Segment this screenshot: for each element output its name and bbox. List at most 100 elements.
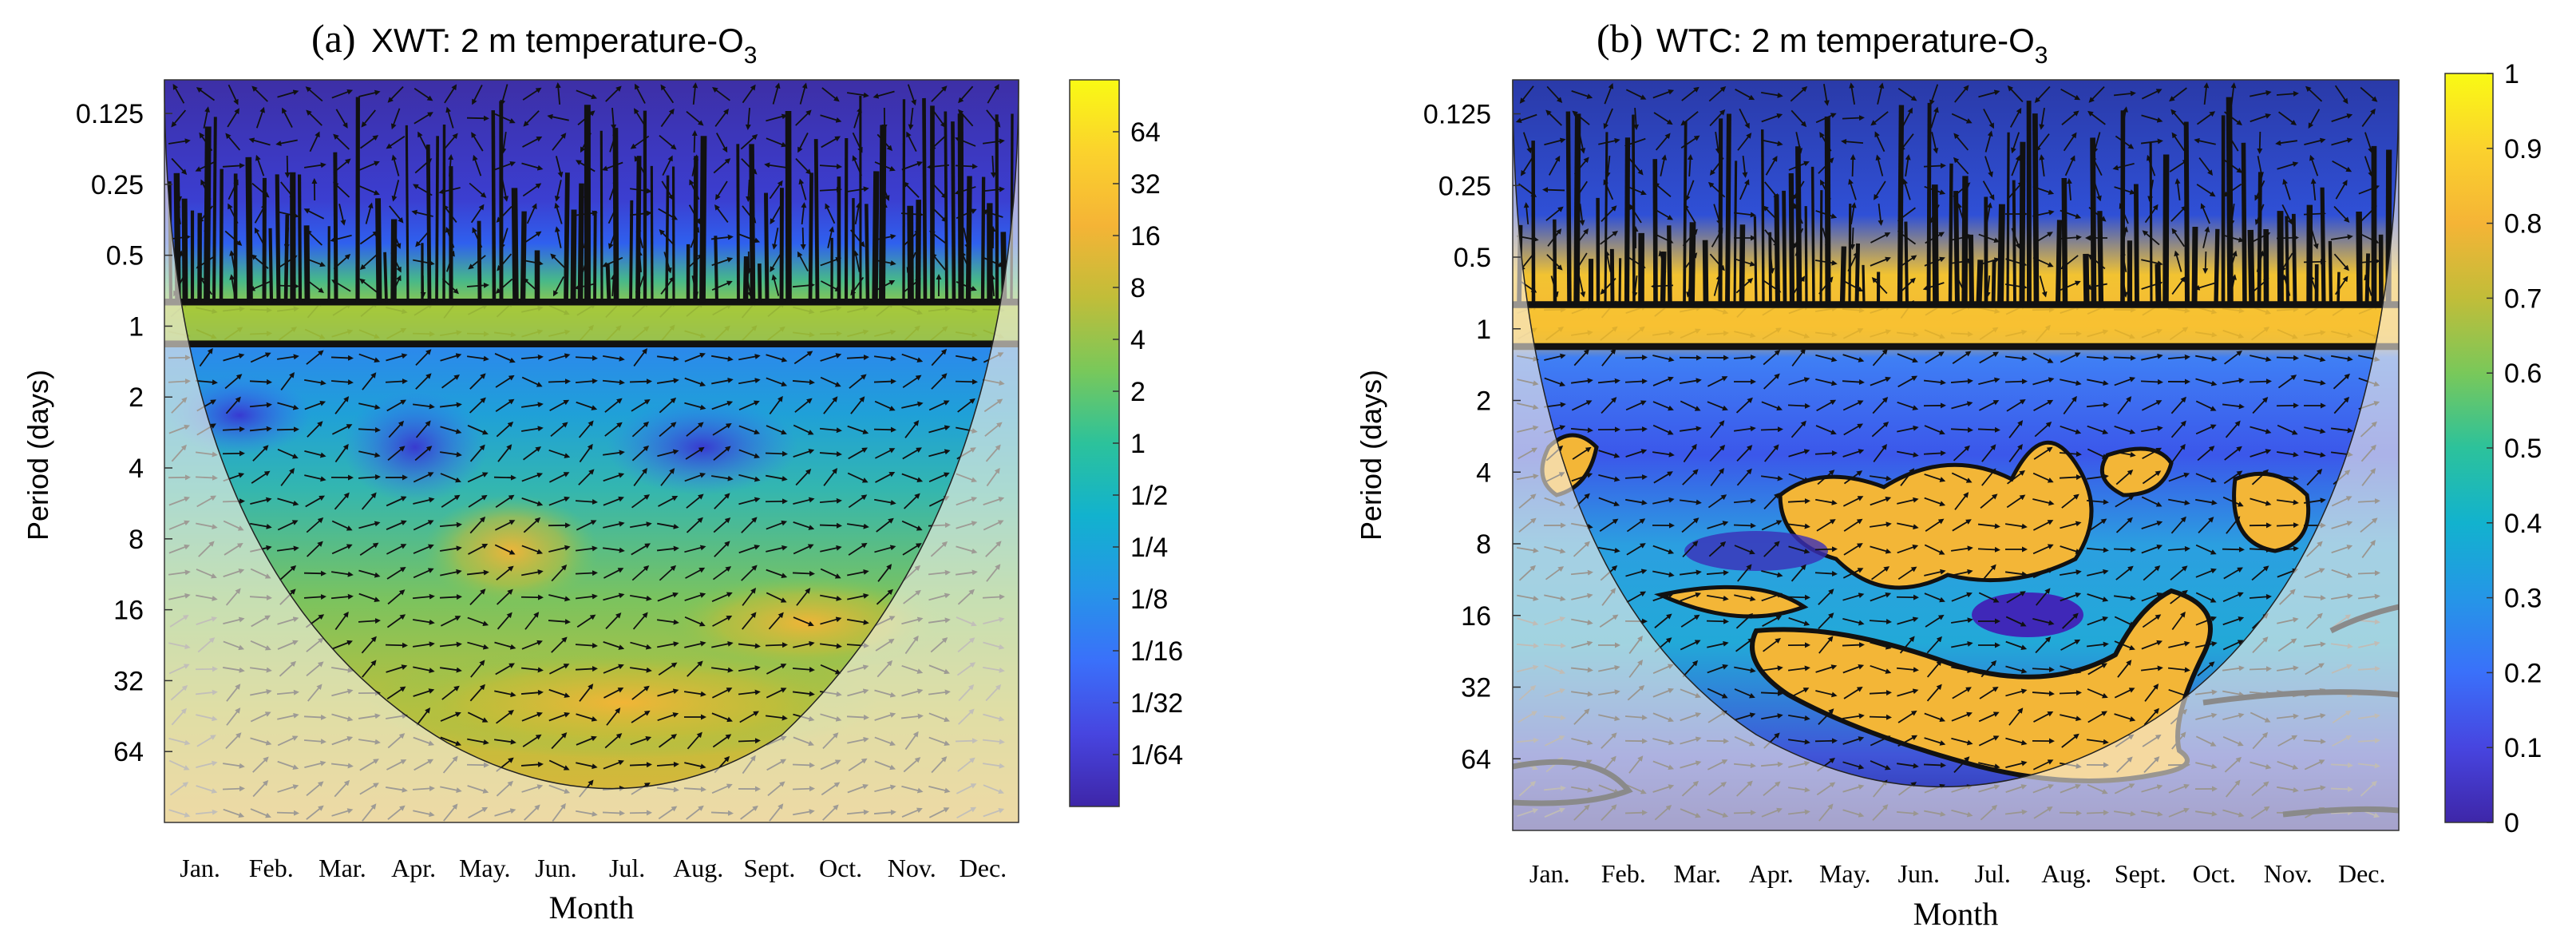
phase-arrow [604,733,623,749]
phase-arrow [1709,109,1726,127]
phase-arrow [1897,87,1917,101]
contour-spike [605,263,611,303]
phase-arrow [171,109,187,128]
phase-arrow [550,422,568,437]
phase-arrow [982,186,1005,192]
phase-arrow [358,592,381,602]
phase-arrow [738,354,761,361]
phase-arrow [765,642,788,648]
y-tick-label: 0.5 [106,241,144,271]
phase-arrow [656,355,679,362]
phase-arrow [1546,85,1563,104]
contour-spike [965,176,972,303]
y-tick-label: 64 [1461,744,1491,775]
phase-arrow [908,107,914,130]
contour-spike [764,192,770,303]
contour-spike [1839,246,1847,305]
phase-arrow [629,762,652,768]
phase-arrow [711,378,734,385]
phase-arrow [742,612,757,630]
y-tick-label: 0.25 [91,170,144,200]
phase-arrow [2061,110,2079,125]
phase-arrow [521,426,544,432]
phase-arrow [306,109,322,126]
phase-arrow [548,664,570,675]
phase-arrow [846,355,869,361]
contour-spike [2019,141,2026,305]
phase-arrow [494,641,516,650]
contour-spike [383,252,388,303]
contour-spike [1997,204,2005,305]
contour-spike [1683,121,1688,305]
phase-arrow [444,84,457,104]
phase-arrow [603,759,624,770]
phase-arrow [901,520,923,531]
phase-arrow [2250,113,2272,123]
colorbar-tick-label: 2 [1130,377,1146,407]
phase-arrow [875,472,896,483]
phase-arrow [439,641,462,648]
phase-arrow [765,498,788,505]
phase-arrow [439,594,462,600]
phase-arrow [657,641,679,648]
contour-spike [2247,229,2255,305]
phase-arrow [738,545,761,554]
phase-arrow [441,685,460,700]
phase-arrow [2141,114,2163,123]
phase-arrow [1984,130,1993,153]
phase-arrow [494,353,516,363]
phase-arrow [848,494,868,509]
y-tick-label: 16 [1461,601,1491,632]
phase-arrow [440,426,462,434]
phase-arrow [684,402,706,410]
phase-arrow [1791,109,1807,128]
phase-arrow [876,588,893,605]
phase-arrow [500,84,508,106]
phase-arrow [714,109,730,127]
phase-arrow [766,520,788,530]
phase-arrow [603,521,625,529]
phase-arrow [687,660,703,677]
contour-spike [1725,113,1731,305]
phase-arrow [439,402,462,408]
colorbar-tick-label: 8 [1130,273,1146,303]
phase-arrow [792,691,815,697]
phase-arrow [1822,84,1830,106]
phase-arrow [358,569,381,578]
phase-arrow [255,106,265,129]
phase-arrow [413,544,434,554]
phase-arrow [603,568,624,579]
phase-arrow [358,617,381,624]
phase-arrow [738,474,761,482]
svg-text:WTC: 2 m temperature-O3: WTC: 2 m temperature-O3 [1656,22,2048,69]
phase-arrow [412,403,435,410]
phase-arrow [413,520,434,531]
colorbar-tick-label: 1/2 [1130,481,1168,511]
contour-spike [577,183,584,303]
contour-spike [714,236,719,303]
contour-spike [1953,191,1960,305]
phase-arrow [1790,85,1808,102]
y-tick-label: 16 [113,596,144,626]
phase-arrow [820,256,842,267]
phase-arrow [819,522,842,529]
phase-arrow [279,565,297,581]
contour-spike [749,144,756,303]
phase-arrow [604,422,623,437]
x-tick-label: Jun. [1898,859,1940,888]
phase-arrow [932,109,946,129]
phase-arrow [578,469,595,485]
phase-arrow [277,520,299,531]
phase-arrow [825,203,836,224]
phase-arrow [713,517,731,533]
phase-arrow [657,449,679,458]
phase-arrow [414,87,433,101]
phase-arrow [2308,109,2321,129]
phase-arrow [521,376,543,387]
phase-arrow [467,738,489,745]
phase-arrow [275,139,298,146]
contour-spike [2320,187,2326,305]
phase-arrow [469,684,485,702]
phase-arrow [309,131,320,153]
phase-arrow [819,164,842,170]
